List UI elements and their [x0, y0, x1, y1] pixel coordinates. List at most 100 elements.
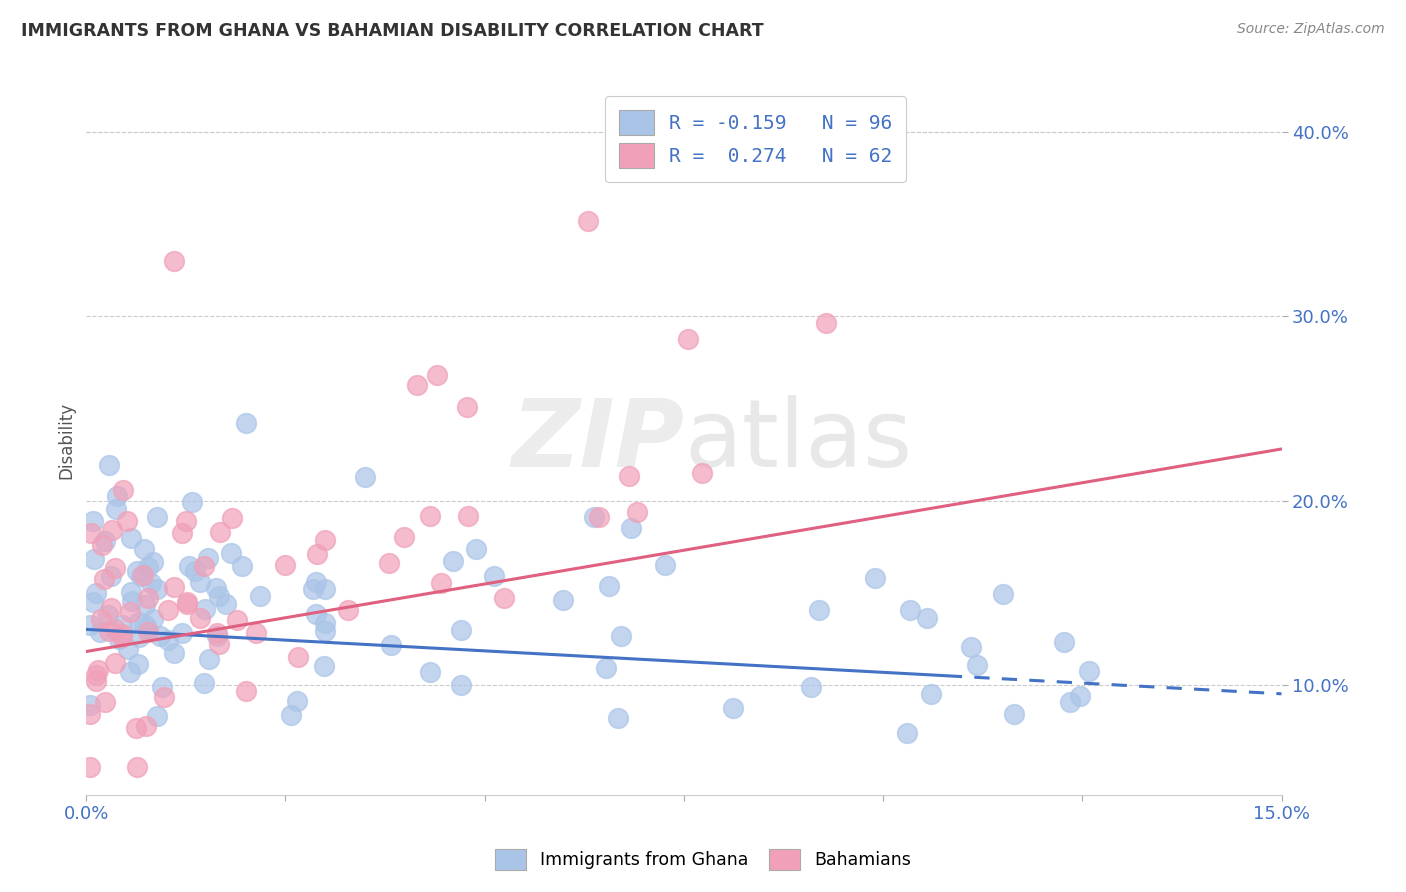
Point [117, 642, 139, 657]
Point [91, 537, 114, 551]
Point [146, 709, 169, 723]
Point [676, 332, 699, 346]
Point [93, 572, 115, 586]
Point [406, 377, 429, 392]
Point [917, 610, 939, 624]
Point [83, 552, 105, 566]
Point [494, 591, 516, 606]
Legend: Immigrants from Ghana, Bahamians: Immigrants from Ghana, Bahamians [486, 840, 920, 879]
Point [654, 558, 676, 573]
Point [588, 509, 610, 524]
Point [208, 524, 231, 539]
Point [197, 551, 219, 566]
Point [131, 569, 153, 583]
Point [304, 574, 326, 589]
Point [136, 624, 159, 639]
Point [150, 680, 173, 694]
Point [1069, 690, 1091, 704]
Point [120, 585, 142, 599]
Text: atlas: atlas [683, 395, 912, 487]
Point [430, 575, 453, 590]
Point [380, 638, 402, 652]
Point [354, 469, 377, 483]
Point [79, 707, 101, 722]
Point [898, 603, 921, 617]
Point [307, 547, 329, 561]
Point [426, 368, 449, 383]
Point [127, 657, 149, 671]
Point [146, 582, 169, 596]
Point [156, 633, 179, 648]
Point [111, 626, 134, 640]
Point [87, 663, 110, 677]
Text: Source: ZipAtlas.com: Source: ZipAtlas.com [1237, 22, 1385, 37]
Point [111, 630, 134, 644]
Point [1077, 664, 1099, 678]
Point [89, 624, 111, 639]
Point [598, 579, 620, 593]
Point [205, 629, 228, 643]
Point [104, 656, 127, 670]
Point [865, 571, 887, 585]
Point [174, 515, 197, 529]
Point [305, 607, 328, 621]
Point [626, 505, 648, 519]
Point [235, 684, 257, 698]
Point [198, 651, 221, 665]
Point [188, 574, 211, 589]
Point [132, 542, 155, 557]
Point [127, 760, 149, 774]
Point [208, 637, 231, 651]
Point [132, 568, 155, 582]
Point [314, 658, 336, 673]
Point [149, 629, 172, 643]
Point [184, 564, 207, 578]
Point [104, 560, 127, 574]
Point [576, 213, 599, 227]
Point [1053, 635, 1076, 649]
Point [79, 618, 101, 632]
Point [610, 629, 633, 643]
Point [118, 665, 141, 680]
Point [287, 650, 309, 665]
Point [162, 580, 184, 594]
Point [120, 531, 142, 545]
Point [450, 624, 472, 638]
Point [132, 616, 155, 631]
Point [94, 534, 117, 549]
Point [207, 626, 229, 640]
Point [112, 483, 135, 497]
Point [301, 582, 323, 596]
Point [111, 617, 134, 632]
Point [188, 610, 211, 624]
Point [800, 680, 823, 694]
Point [721, 700, 744, 714]
Point [79, 698, 101, 713]
Point [118, 605, 141, 619]
Point [121, 593, 143, 607]
Point [117, 514, 139, 528]
Point [314, 615, 336, 630]
Point [583, 510, 606, 524]
Point [896, 725, 918, 739]
Point [378, 556, 401, 570]
Point [807, 603, 830, 617]
Point [465, 541, 488, 556]
Point [606, 711, 628, 725]
Point [193, 675, 215, 690]
Point [456, 400, 478, 414]
Point [204, 581, 226, 595]
Point [90, 612, 112, 626]
Point [215, 597, 238, 611]
Point [280, 707, 302, 722]
Point [392, 531, 415, 545]
Point [104, 622, 127, 636]
Point [134, 598, 156, 612]
Point [84, 585, 107, 599]
Point [966, 658, 988, 673]
Point [314, 582, 336, 596]
Point [172, 626, 194, 640]
Point [815, 316, 838, 330]
Point [176, 595, 198, 609]
Text: ZIP: ZIP [510, 395, 683, 487]
